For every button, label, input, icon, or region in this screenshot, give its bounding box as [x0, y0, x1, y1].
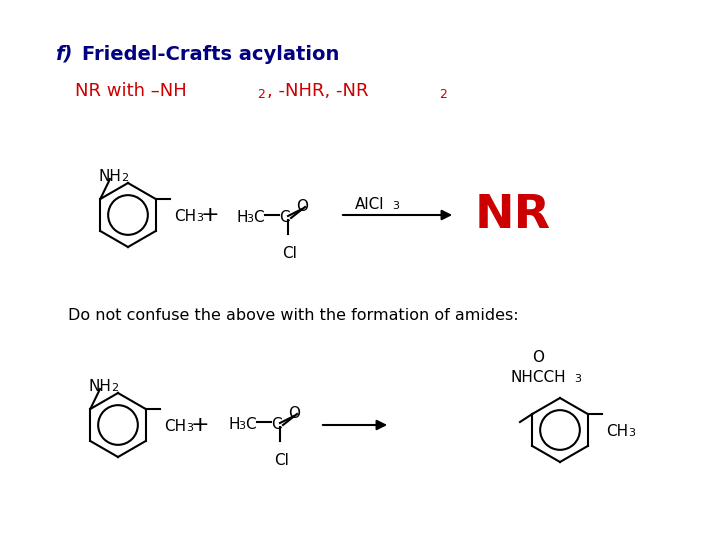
- Text: 3: 3: [628, 428, 635, 438]
- Text: 2: 2: [439, 88, 447, 101]
- Text: C: C: [253, 210, 264, 225]
- Text: Friedel-Crafts acylation: Friedel-Crafts acylation: [82, 45, 339, 64]
- Text: +: +: [201, 205, 220, 225]
- Text: Cl: Cl: [274, 453, 289, 468]
- Text: O: O: [532, 350, 544, 365]
- Text: Do not confuse the above with the formation of amides:: Do not confuse the above with the format…: [68, 308, 518, 323]
- Text: AlCl: AlCl: [355, 197, 384, 212]
- Text: NR: NR: [475, 192, 551, 238]
- Text: +: +: [191, 415, 210, 435]
- Text: 2: 2: [257, 88, 265, 101]
- Text: O: O: [296, 199, 308, 214]
- Text: H: H: [236, 210, 248, 225]
- Text: CH: CH: [164, 419, 186, 434]
- Text: , -NHR, -NR: , -NHR, -NR: [267, 82, 369, 100]
- Text: NH: NH: [88, 379, 111, 394]
- Text: 3: 3: [246, 214, 253, 224]
- Text: Cl: Cl: [282, 246, 297, 261]
- Text: C: C: [245, 417, 256, 432]
- Text: CH: CH: [606, 424, 628, 439]
- Text: 3: 3: [238, 421, 245, 431]
- Text: 2: 2: [111, 383, 118, 393]
- Text: NR with –NH: NR with –NH: [75, 82, 186, 100]
- Text: 2: 2: [121, 173, 128, 183]
- Text: 3: 3: [186, 423, 193, 433]
- Text: f): f): [55, 45, 73, 64]
- Text: CH: CH: [174, 209, 196, 224]
- Text: C: C: [271, 417, 282, 432]
- Text: O: O: [288, 406, 300, 421]
- Text: C: C: [279, 210, 289, 225]
- Text: H: H: [228, 417, 240, 432]
- Text: NH: NH: [98, 169, 121, 184]
- Text: NHCCH: NHCCH: [510, 370, 566, 385]
- Text: 3: 3: [196, 213, 203, 223]
- Text: 3: 3: [392, 201, 399, 211]
- Text: 3: 3: [574, 374, 581, 384]
